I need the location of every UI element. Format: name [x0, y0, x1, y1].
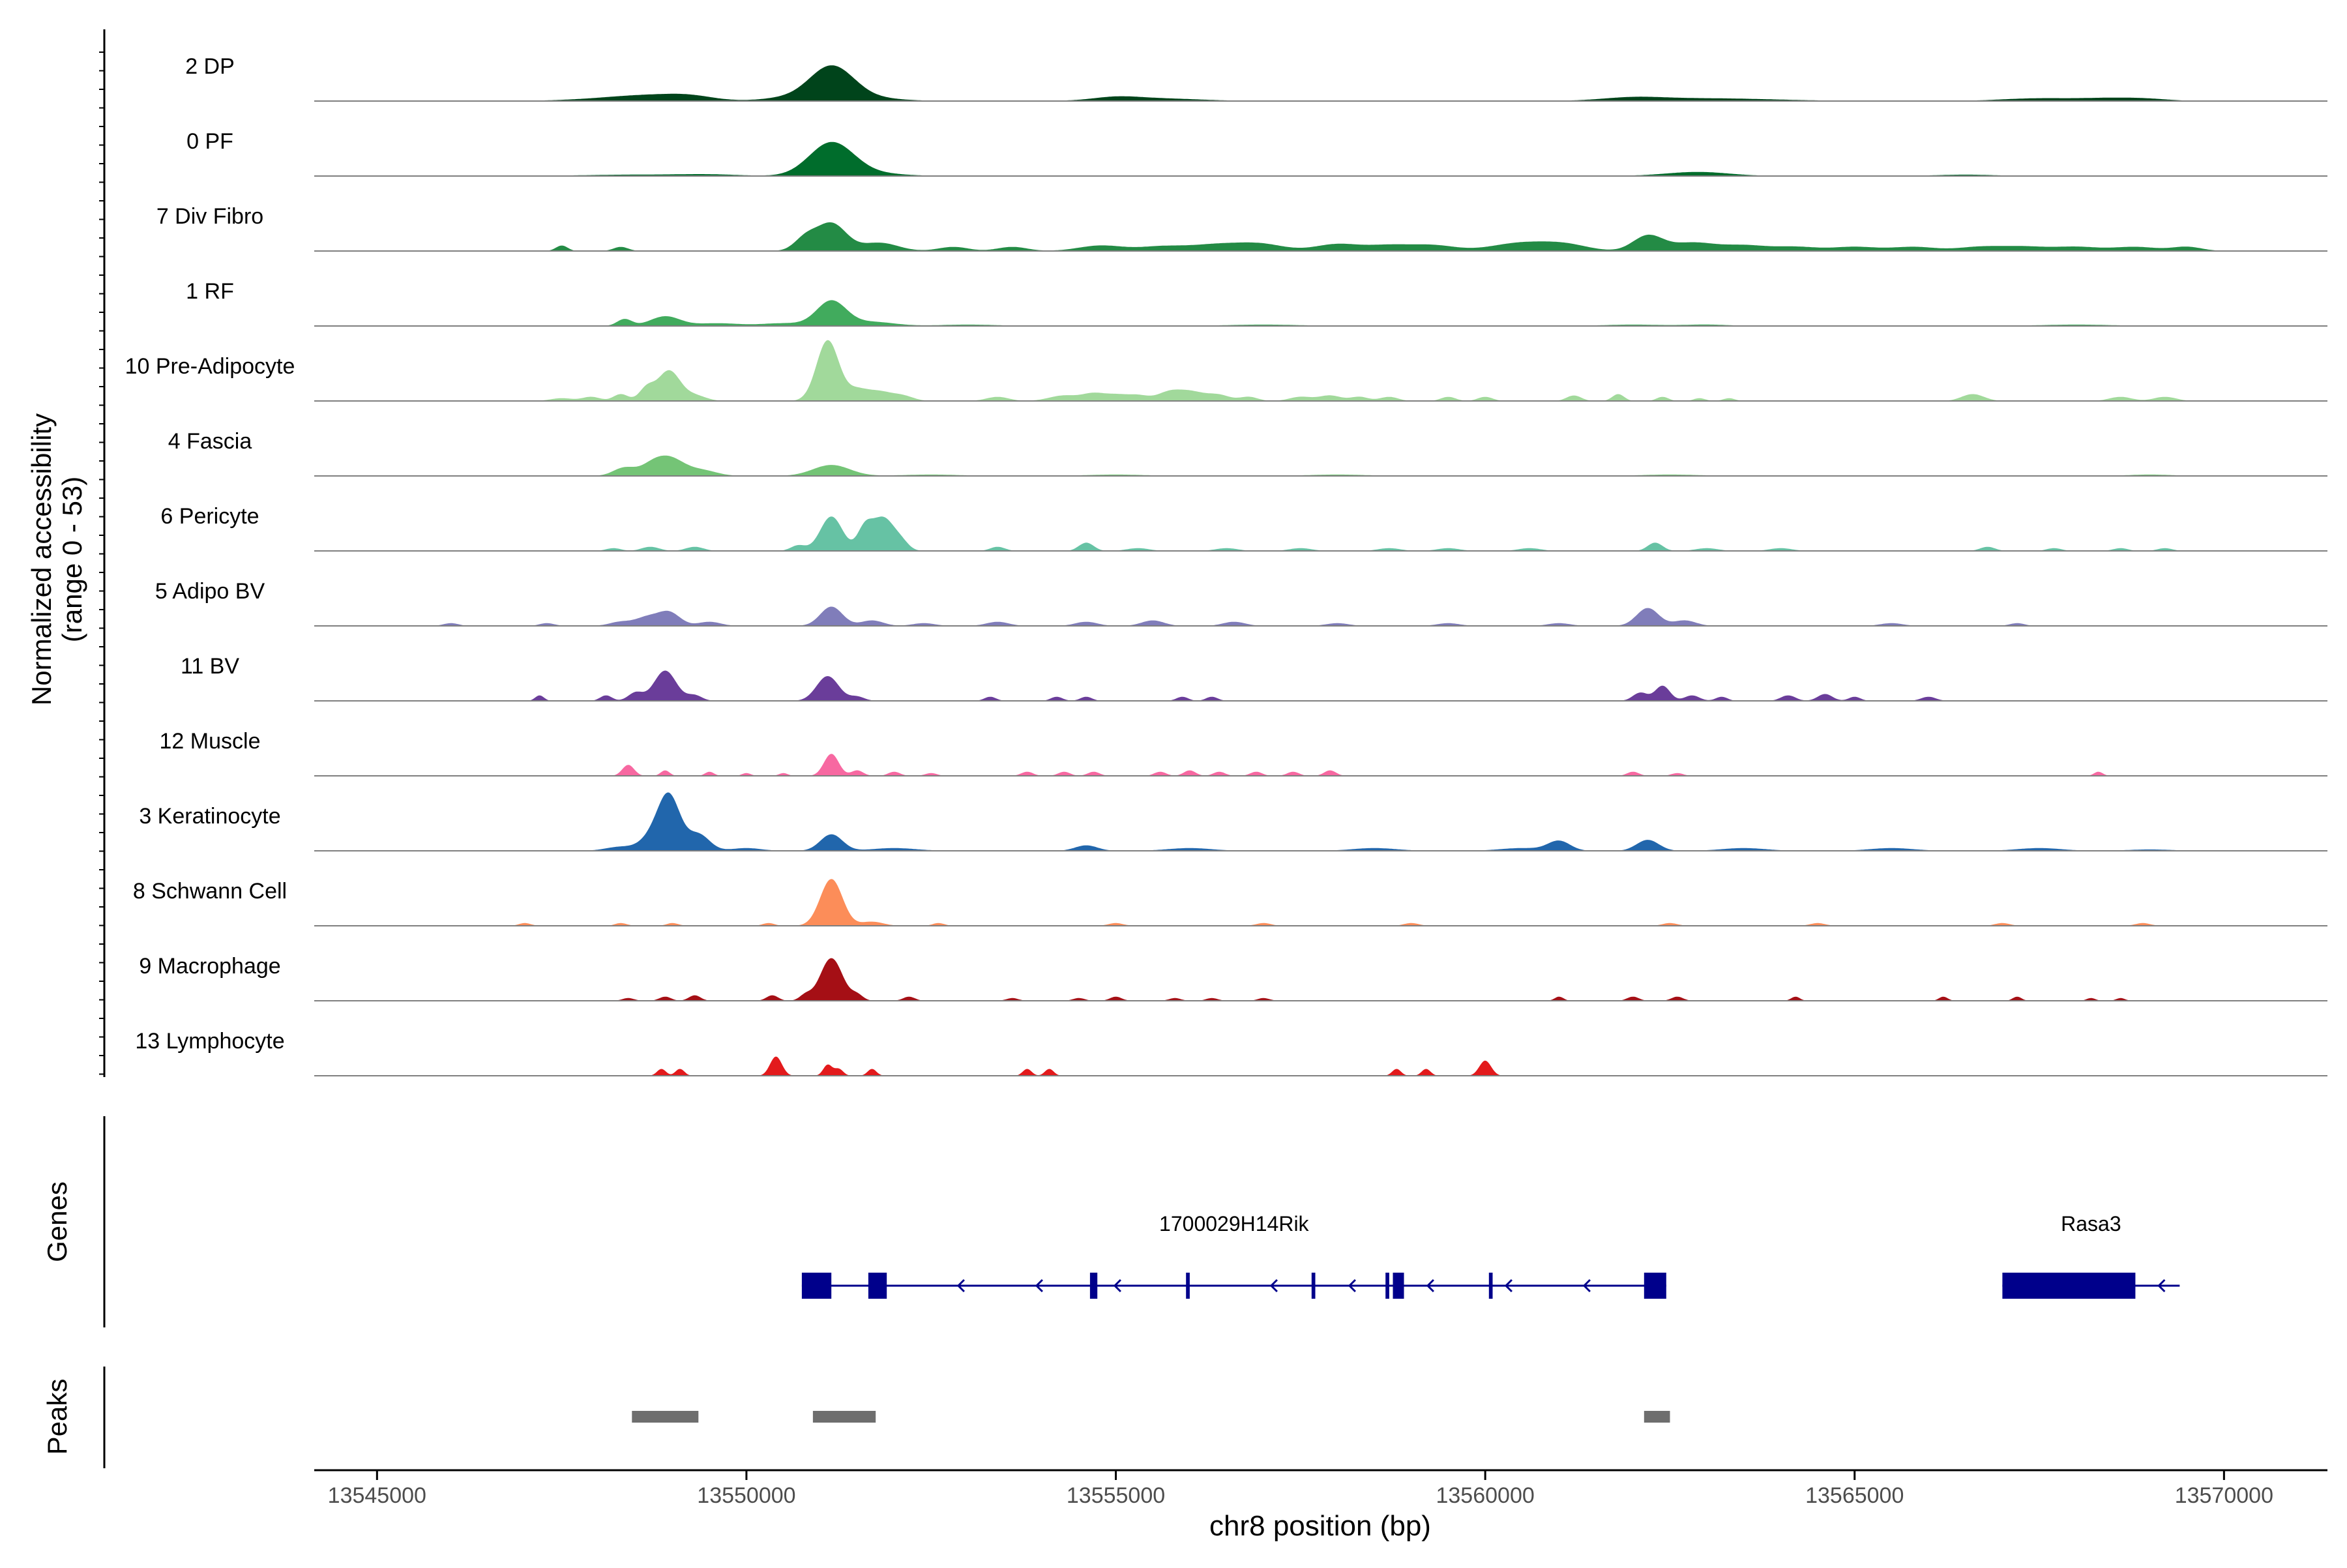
coverage-area — [314, 958, 2327, 1001]
gene-exon — [1311, 1273, 1316, 1299]
coverage-area — [314, 670, 2327, 701]
track-label: 8 Schwann Cell — [133, 879, 287, 904]
track-label: 4 Fascia — [168, 429, 252, 454]
strand-arrow — [2157, 1279, 2166, 1293]
track-4-fascia: 4 Fascia — [168, 429, 2327, 477]
gene-exon — [801, 1273, 832, 1299]
peak-region-bar — [812, 1411, 876, 1423]
gene-models: 1700029H14Rik Rasa3 — [801, 1212, 2180, 1299]
x-tick-label: 13565000 — [1805, 1483, 1904, 1508]
coverage-tracks: 2 DP 0 PF 7 Div Fibro 1 RF 10 Pre-Adipocyte 4… — [125, 54, 2327, 1076]
coverage-area — [314, 300, 2327, 326]
strand-arrow — [1582, 1279, 1591, 1293]
genes-section-label: Genes — [42, 1181, 72, 1262]
peak-region-bar — [1644, 1411, 1670, 1423]
coverage-area — [314, 516, 2327, 551]
track-2-dp: 2 DP — [185, 54, 2327, 102]
x-axis-title: chr8 position (bp) — [1209, 1510, 1431, 1542]
track-label: 9 Macrophage — [139, 954, 280, 979]
coverage-area — [314, 754, 2327, 776]
x-tick-label: 13550000 — [697, 1483, 795, 1508]
strand-arrow — [1035, 1279, 1043, 1293]
gene-exon — [1488, 1273, 1493, 1299]
track-label: 0 PF — [186, 129, 233, 154]
gene-1700029h14rik: 1700029H14Rik — [801, 1212, 1666, 1299]
gene-name-label: Rasa3 — [2061, 1212, 2121, 1235]
coverage-area — [314, 222, 2327, 251]
x-axis-ticks: 13545000 13550000 13555000 13560000 13565000… — [328, 1470, 2273, 1508]
coverage-area — [314, 792, 2327, 851]
gene-exon — [1186, 1273, 1190, 1299]
track-13-lymphocyte: 13 Lymphocyte — [135, 1029, 2327, 1076]
gene-rasa3: Rasa3 — [2002, 1212, 2180, 1299]
gene-exon — [868, 1273, 887, 1299]
track-label: 7 Div Fibro — [156, 204, 263, 229]
track-label: 1 RF — [186, 279, 234, 304]
track-label: 3 Keratinocyte — [139, 804, 280, 829]
peak-regions — [632, 1411, 1670, 1423]
track-label: 13 Lymphocyte — [135, 1029, 284, 1054]
track-5-adipo-bv: 5 Adipo BV — [155, 579, 2327, 627]
strand-arrow — [1113, 1279, 1121, 1293]
track-10-pre-adipocyte: 10 Pre-Adipocyte — [125, 340, 2327, 402]
track-8-schwann-cell: 8 Schwann Cell — [133, 879, 2327, 926]
strand-arrow — [956, 1279, 965, 1293]
track-1-rf: 1 RF — [186, 279, 2327, 327]
track-label: 11 BV — [181, 654, 239, 679]
peak-region-bar — [632, 1411, 699, 1423]
gene-exon — [1385, 1273, 1389, 1299]
gene-exon — [1089, 1273, 1098, 1299]
coverage-area — [314, 606, 2327, 626]
coverage-area — [314, 141, 2327, 176]
gene-exon — [1393, 1273, 1404, 1299]
coverage-area — [314, 65, 2327, 101]
gene-exon — [1644, 1273, 1666, 1299]
track-3-keratinocyte: 3 Keratinocyte — [139, 792, 2327, 851]
x-tick-label: 13555000 — [1067, 1483, 1165, 1508]
strand-arrow — [1504, 1279, 1513, 1293]
track-6-pericyte: 6 Pericyte — [160, 504, 2327, 552]
strand-arrow — [1269, 1279, 1278, 1293]
track-7-div-fibro: 7 Div Fibro — [156, 204, 2327, 252]
y-axis-label-line1: Normalized accessibility — [26, 413, 57, 705]
coverage-area — [314, 1056, 2327, 1076]
x-tick-label: 13545000 — [328, 1483, 426, 1508]
track-label: 10 Pre-Adipocyte — [125, 354, 295, 379]
track-label: 5 Adipo BV — [155, 579, 265, 604]
peaks-section-label: Peaks — [42, 1379, 72, 1455]
coverage-area — [314, 879, 2327, 926]
strand-arrow — [1426, 1279, 1434, 1293]
track-0-pf: 0 PF — [186, 129, 2327, 177]
coverage-area — [314, 455, 2327, 476]
track-12-muscle: 12 Muscle — [160, 729, 2327, 777]
track-panel-ticks — [99, 52, 104, 1075]
x-tick-label: 13570000 — [2175, 1483, 2273, 1508]
gene-exon — [2002, 1273, 2136, 1299]
strand-arrow — [1348, 1279, 1356, 1293]
x-tick-label: 13560000 — [1436, 1483, 1534, 1508]
track-label: 6 Pericyte — [160, 504, 259, 529]
track-label: 2 DP — [185, 54, 235, 79]
coverage-area — [314, 340, 2327, 401]
gene-name-label: 1700029H14Rik — [1159, 1212, 1310, 1235]
track-11-bv: 11 BV — [181, 654, 2327, 702]
track-9-macrophage: 9 Macrophage — [139, 954, 2327, 1001]
track-label: 12 Muscle — [160, 729, 261, 754]
y-axis-label-line2: (range 0 - 53) — [57, 477, 87, 642]
